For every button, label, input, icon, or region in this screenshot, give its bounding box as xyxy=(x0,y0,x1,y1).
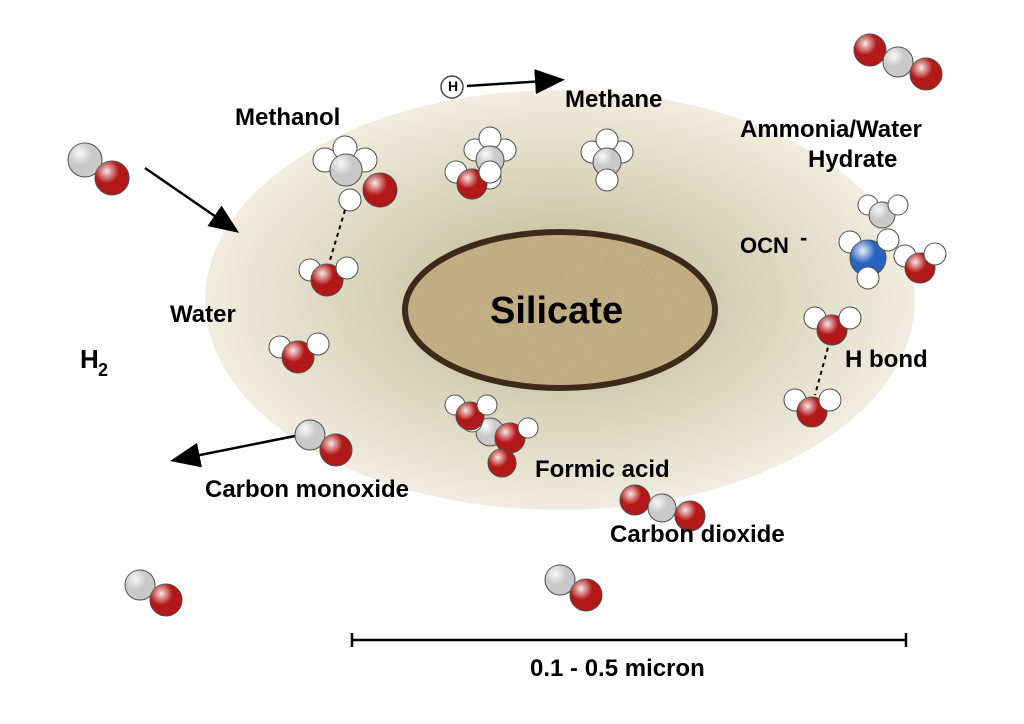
label-methanol: Methanol xyxy=(235,104,340,132)
core-label: Silicate xyxy=(490,290,623,333)
label-h2_sub: 2 xyxy=(98,360,108,381)
arrow-top xyxy=(467,80,560,86)
molecule-co-bot-mid xyxy=(545,565,602,611)
label-co2: Carbon dioxide xyxy=(610,521,785,549)
label-h2: H xyxy=(80,344,99,375)
molecule-co2-top-right xyxy=(854,34,942,90)
label-methane: Methane xyxy=(565,86,662,114)
diagram-root: Silicate 0.1 - 0.5 micron Methanol Methan… xyxy=(0,0,1024,724)
molecule-co-bot-left xyxy=(125,570,182,616)
scale-label: 0.1 - 0.5 micron xyxy=(530,655,705,683)
label-ammonia2: Hydrate xyxy=(808,146,897,174)
label-co: Carbon monoxide xyxy=(205,476,409,504)
label-ammonia1: Ammonia/Water xyxy=(740,116,922,144)
arrow-in xyxy=(145,168,235,230)
label-ocn: OCN xyxy=(740,233,789,259)
label-water: Water xyxy=(170,301,236,329)
label-h_circle: H xyxy=(448,78,458,94)
label-hbond: H bond xyxy=(845,346,928,374)
scale-bar xyxy=(352,633,906,647)
molecule-co-upper-left xyxy=(68,143,129,195)
label-formic: Formic acid xyxy=(535,456,670,484)
arrow-out xyxy=(175,435,300,460)
label-ocn_minus: - xyxy=(800,225,807,251)
